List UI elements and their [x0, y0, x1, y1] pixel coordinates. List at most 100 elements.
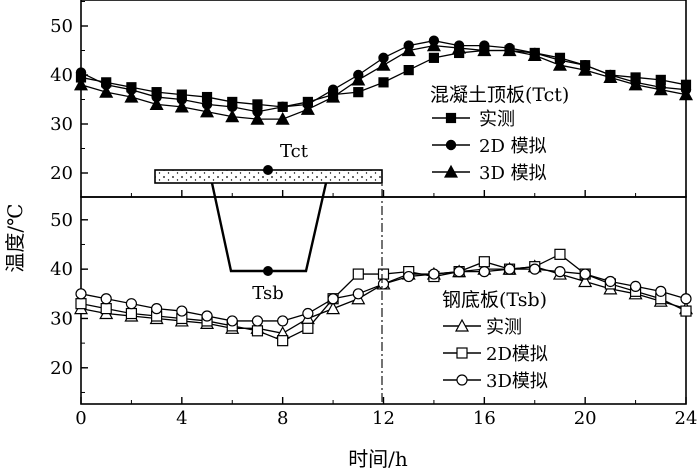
- legend-marker: [443, 164, 459, 178]
- bottom-panel: 20 30 40 50: [50, 196, 694, 405]
- tct-label: Tct: [280, 141, 309, 162]
- legend-marker: [445, 139, 457, 151]
- bottom-data-point: [277, 335, 289, 347]
- top-data-point: [99, 84, 114, 98]
- top-panel: 20 30 40 50: [50, 0, 694, 198]
- bottom-data-point: [428, 268, 440, 280]
- top-legend-entry: 3D 模拟: [432, 163, 547, 184]
- bottom-data-point: [478, 266, 490, 278]
- bottom-series-2: [75, 248, 692, 347]
- top-data-point: [653, 82, 668, 96]
- bottom-data-point: [327, 293, 339, 305]
- bottom-y-tick-label: 50: [50, 210, 73, 231]
- x-tick-label: 12: [372, 408, 395, 429]
- bottom-series-line: [80, 253, 687, 342]
- legend-label: 实测: [486, 317, 522, 338]
- bottom-series-3: [75, 263, 692, 327]
- bottom-data-point: [277, 315, 289, 327]
- legend-label: 实测: [479, 109, 515, 130]
- bottom-data-point: [554, 248, 566, 260]
- bottom-data-point: [151, 303, 163, 315]
- bottom-data-point: [125, 298, 138, 310]
- legend-marker: [454, 318, 470, 332]
- bottom-data-point: [302, 307, 314, 320]
- legend-marker: [445, 112, 457, 124]
- legend-label: 2D 模拟: [479, 136, 547, 157]
- bottom-data-point: [326, 301, 341, 315]
- bottom-data-point: [503, 263, 516, 275]
- top-y-tick-label: 40: [50, 65, 73, 86]
- top-series-3: [73, 38, 694, 125]
- top-data-point: [628, 77, 643, 91]
- top-data-point: [678, 87, 694, 101]
- bottom-data-point: [251, 315, 264, 327]
- x-tick-label: 24: [675, 408, 698, 429]
- top-data-point: [376, 57, 391, 71]
- bottom-data-point: [655, 285, 667, 297]
- top-legend-entry: 2D 模拟: [432, 136, 547, 157]
- top-data-point: [378, 77, 389, 88]
- tct-point-marker: [263, 165, 273, 175]
- top-legend-title: 混凝土顶板(Tct): [430, 84, 569, 106]
- top-data-point: [452, 40, 467, 54]
- bottom-legend-entry: 2D模拟: [443, 344, 548, 365]
- legend-marker: [456, 347, 468, 359]
- bottom-data-point: [377, 268, 390, 280]
- top-data-point: [225, 109, 240, 123]
- bottom-data-point: [226, 315, 238, 327]
- y-axis-title: 温度/℃: [3, 203, 27, 272]
- top-data-point: [403, 64, 414, 76]
- section-schematic: Tct Tsb: [154, 141, 383, 304]
- top-y-tick-label: 30: [50, 114, 73, 135]
- bottom-panel-frame: [80, 196, 687, 405]
- bottom-legend-entry: 3D模拟: [443, 371, 548, 392]
- bottom-data-point: [478, 256, 490, 268]
- top-data-point: [75, 67, 87, 78]
- top-data-point: [527, 48, 542, 62]
- x-axis-title: 时间/h: [348, 447, 408, 471]
- top-series-2: [75, 35, 692, 117]
- top-data-point: [174, 99, 189, 113]
- top-data-point: [275, 111, 290, 125]
- bottom-data-point: [604, 275, 616, 288]
- bottom-data-point: [377, 278, 390, 290]
- top-data-point: [300, 102, 315, 115]
- bottom-legend-entry: 实测: [443, 317, 522, 338]
- top-data-point: [603, 70, 618, 84]
- bottom-legend-title: 钢底板(Tsb): [442, 289, 547, 311]
- top-data-point: [401, 43, 416, 57]
- top-series-line: [80, 40, 687, 113]
- bottom-y-tick-label: 40: [50, 259, 73, 280]
- legend-marker: [456, 374, 468, 386]
- x-axis-tick-labels: 0 4 8 12 16 20 24: [75, 408, 697, 429]
- top-y-tick-label: 20: [50, 163, 73, 184]
- x-tick-label: 4: [176, 408, 187, 429]
- bottom-data-point: [302, 322, 314, 334]
- bottom-data-point: [579, 268, 591, 280]
- top-data-point: [477, 43, 492, 57]
- bottom-data-point: [251, 325, 264, 337]
- bottom-data-point: [554, 266, 566, 278]
- bottom-legend: 钢底板(Tsb) 实测 2D模拟 3D模拟: [442, 289, 548, 392]
- bottom-data-point: [578, 274, 593, 288]
- bottom-data-point: [125, 307, 138, 320]
- x-tick-label: 20: [574, 408, 597, 429]
- legend-label: 2D模拟: [486, 344, 548, 365]
- top-data-point: [326, 89, 341, 103]
- tsb-point-marker: [263, 266, 273, 276]
- bottom-data-point: [529, 263, 541, 275]
- legend-label: 3D模拟: [486, 371, 548, 392]
- bottom-data-point: [629, 280, 642, 293]
- top-data-point: [578, 62, 593, 76]
- top-data-point: [250, 111, 265, 125]
- x-tick-label: 0: [75, 408, 86, 429]
- x-tick-label: 16: [473, 408, 496, 429]
- top-data-point: [351, 72, 366, 86]
- top-legend-entry: 实测: [432, 109, 515, 130]
- bottom-data-point: [201, 310, 213, 322]
- top-legend: 混凝土顶板(Tct) 实测 2D 模拟 3D 模拟: [430, 84, 569, 184]
- top-data-point: [426, 38, 441, 52]
- bottom-data-point: [100, 303, 112, 315]
- top-data-point: [277, 101, 288, 113]
